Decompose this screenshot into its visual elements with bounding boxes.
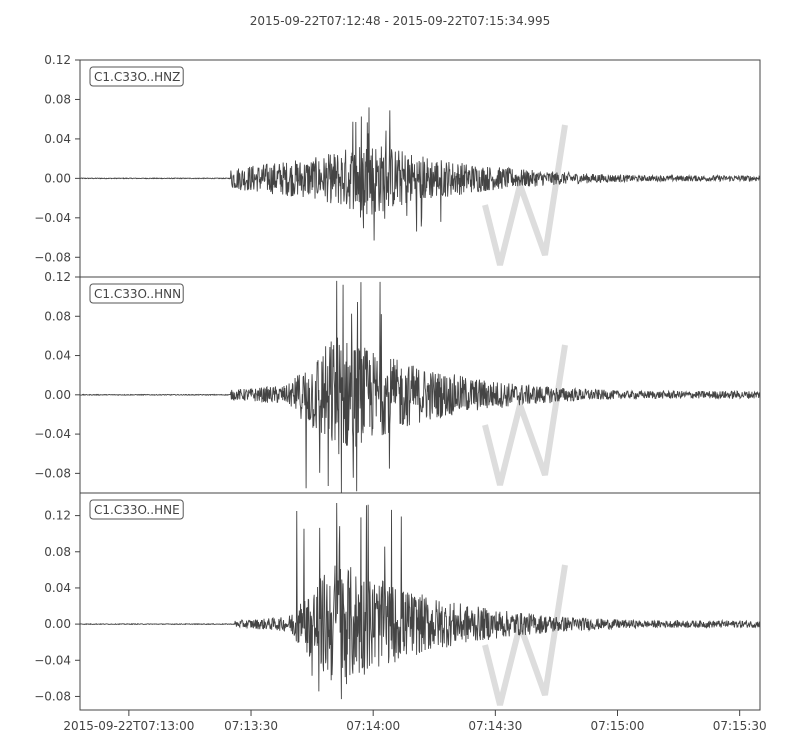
x-tick-label: 07:14:30 [468, 719, 522, 733]
panel-frame [79, 276, 761, 494]
watermark-logo-shape [482, 344, 568, 486]
watermark-logo-shape [482, 124, 568, 266]
watermark-logo-shape [482, 564, 568, 706]
y-tick-label: 0.12 [44, 53, 71, 67]
y-tick-label: 0.04 [44, 581, 71, 595]
y-tick-label: −0.08 [34, 466, 71, 480]
y-tick-label: 0.04 [44, 132, 71, 146]
trace-line [79, 280, 761, 494]
y-tick-label: 0.08 [44, 92, 71, 106]
x-tick-label: 07:14:00 [346, 719, 400, 733]
y-tick-label: 0.12 [44, 270, 71, 284]
panel-hnn: 0.12 0.08 0.04 0.00 −0.04 −0.08 C1.C33O..HNN [34, 270, 761, 494]
panel-frame [79, 59, 761, 278]
trace-line [79, 502, 761, 700]
x-tick-label: 07:15:00 [591, 719, 645, 733]
panel-hne: 0.12 0.08 0.04 0.00 −0.04 −0.08 C1.C33O..HNE [34, 492, 761, 711]
channel-label: C1.C33O..HNE [94, 503, 180, 517]
channel-label-box [89, 66, 184, 87]
y-tick-label: 0.00 [44, 388, 71, 402]
y-tick-label: 0.04 [44, 349, 71, 363]
time-axis: 2015-09-22T07:13:00 07:13:30 07:14:00 07:14… [63, 710, 767, 733]
panel-hnz: 0.12 0.08 0.04 0.00 −0.04 −0.08 C1.C33O..HNZ [34, 53, 761, 278]
y-tick-label: 0.08 [44, 309, 71, 323]
channel-label: C1.C33O..HNN [94, 287, 181, 301]
y-tick-label: −0.08 [34, 250, 71, 264]
y-tick-label: −0.04 [34, 427, 71, 441]
y-tick-label: −0.04 [34, 211, 71, 225]
x-tick-label: 07:15:30 [713, 719, 767, 733]
y-tick-label: 0.00 [44, 617, 71, 631]
y-tick-label: −0.08 [34, 689, 71, 703]
panel-frame [79, 492, 761, 711]
trace-line [79, 107, 761, 241]
y-tick-label: 0.12 [44, 509, 71, 523]
x-tick-label: 07:13:30 [224, 719, 278, 733]
figure-title: 2015-09-22T07:12:48 - 2015-09-22T07:15:3… [250, 14, 551, 28]
y-tick-label: 0.08 [44, 545, 71, 559]
y-tick-label: 0.00 [44, 171, 71, 185]
y-tick-label: −0.04 [34, 653, 71, 667]
channel-label: C1.C33O..HNZ [94, 70, 180, 84]
channel-label-box [89, 499, 184, 520]
channel-label-box [89, 283, 184, 304]
x-tick-label: 2015-09-22T07:13:00 [63, 719, 194, 733]
